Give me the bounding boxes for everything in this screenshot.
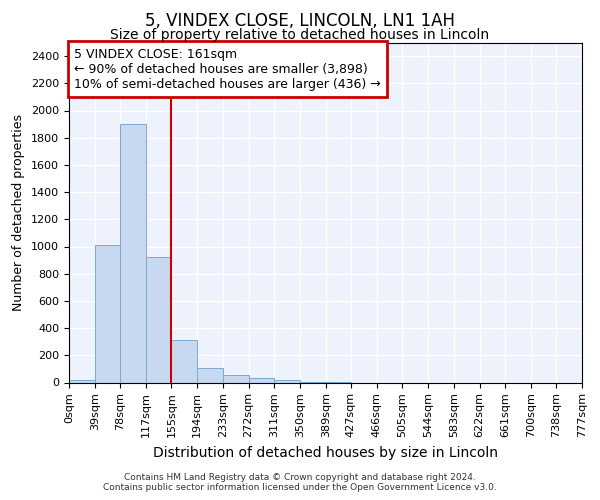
Bar (95, 245, 121, 382)
Text: 5 VINDEX CLOSE: 161sqm
← 90% of detached houses are smaller (3,898)
10% of semi-: 5 VINDEX CLOSE: 161sqm ← 90% of detached… (74, 48, 381, 90)
Bar (69, 380, 95, 382)
Bar (172, 340, 197, 382)
Bar (121, 124, 146, 382)
Text: Size of property relative to detached houses in Lincoln: Size of property relative to detached ho… (110, 28, 490, 42)
Text: 5, VINDEX CLOSE, LINCOLN, LN1 1AH: 5, VINDEX CLOSE, LINCOLN, LN1 1AH (145, 12, 455, 30)
Bar (146, 258, 172, 382)
Bar (274, 380, 300, 382)
Y-axis label: Number of detached properties: Number of detached properties (13, 114, 25, 311)
Bar (223, 375, 248, 382)
Bar (248, 378, 274, 382)
X-axis label: Distribution of detached houses by size in Lincoln: Distribution of detached houses by size … (153, 446, 498, 460)
Bar (197, 368, 223, 382)
Text: Contains HM Land Registry data © Crown copyright and database right 2024.
Contai: Contains HM Land Registry data © Crown c… (103, 473, 497, 492)
